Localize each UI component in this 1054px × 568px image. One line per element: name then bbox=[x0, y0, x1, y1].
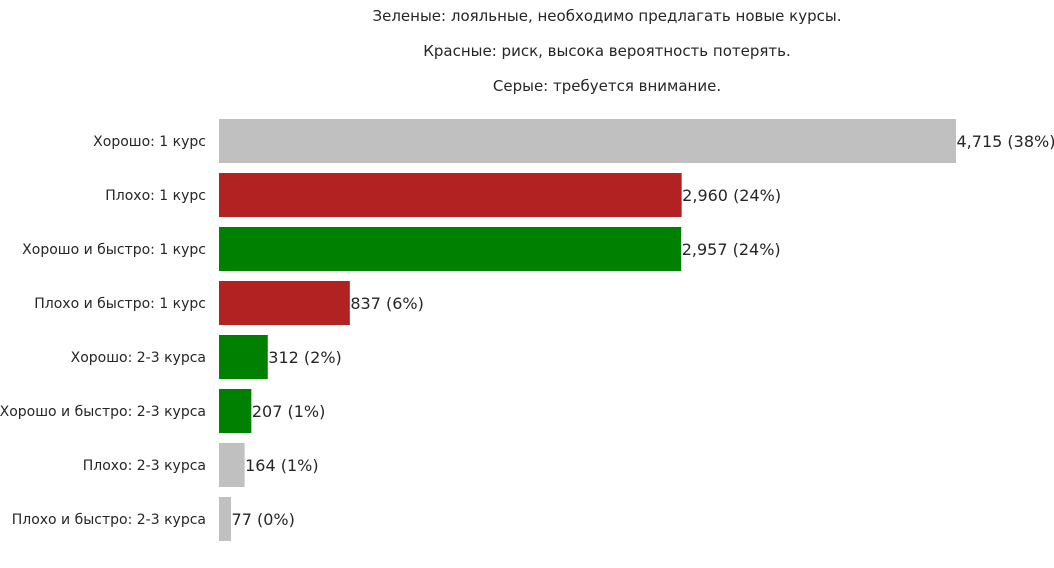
bar-2 bbox=[219, 173, 682, 217]
title-line-3: Серые: требуется внимание. bbox=[493, 77, 721, 95]
data-label-2: 2,960 (24%) bbox=[682, 186, 781, 205]
data-label-4: 837 (6%) bbox=[350, 294, 424, 313]
bar-3 bbox=[219, 227, 682, 271]
y-tick-label-1: Хорошо: 1 курс bbox=[93, 134, 206, 150]
data-label-5: 312 (2%) bbox=[268, 348, 342, 367]
bars bbox=[219, 119, 956, 541]
bar-8 bbox=[219, 497, 232, 541]
y-tick-label-4: Плохо и быстро: 1 курс bbox=[34, 296, 206, 312]
y-tick-label-7: Плохо: 2-3 курса bbox=[83, 458, 206, 474]
y-tick-label-6: Хорошо и быстро: 2-3 курса bbox=[0, 404, 206, 420]
title-line-1: Зеленые: лояльные, необходимо предлагать… bbox=[373, 7, 842, 25]
title-line-2: Красные: риск, высока вероятность потеря… bbox=[423, 42, 791, 60]
bar-4 bbox=[219, 281, 350, 325]
chart-title: Зеленые: лояльные, необходимо предлагать… bbox=[373, 7, 842, 95]
data-label-3: 2,957 (24%) bbox=[682, 240, 781, 259]
data-label-8: 77 (0%) bbox=[232, 510, 295, 529]
y-tick-labels: Хорошо: 1 курс Плохо: 1 курс Хорошо и быст… bbox=[0, 134, 206, 528]
y-tick-label-8: Плохо и быстро: 2-3 курса bbox=[12, 512, 206, 528]
y-tick-label-5: Хорошо: 2-3 курса bbox=[71, 350, 206, 366]
bar-6 bbox=[219, 389, 252, 433]
data-label-1: 4,715 (38%) bbox=[957, 132, 1054, 151]
bar-5 bbox=[219, 335, 268, 379]
bar-1 bbox=[219, 119, 956, 163]
bar-7 bbox=[219, 443, 245, 487]
data-label-7: 164 (1%) bbox=[245, 456, 318, 475]
data-labels: 4,715 (38%) 2,960 (24%) 2,957 (24%) 837 (6%… bbox=[232, 132, 1054, 529]
y-tick-label-3: Хорошо и быстро: 1 курс bbox=[22, 242, 206, 258]
data-label-6: 207 (1%) bbox=[252, 402, 325, 421]
y-tick-label-2: Плохо: 1 курс bbox=[105, 188, 206, 204]
